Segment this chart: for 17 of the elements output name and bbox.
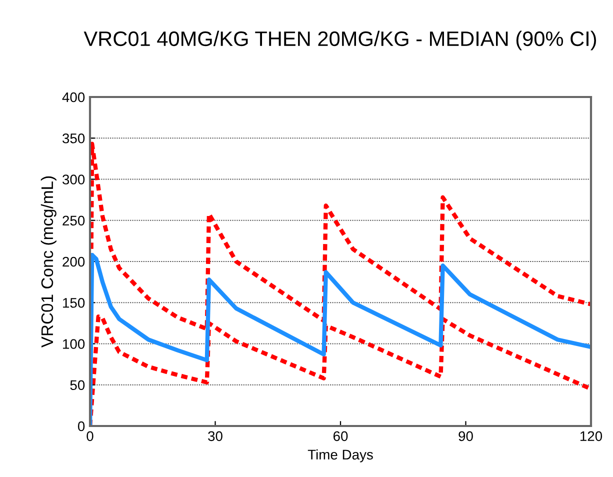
y-tick-label: 100 xyxy=(63,339,85,349)
y-axis-title: VRC01 Conc (mcg/mL) xyxy=(40,176,56,348)
y-tick-label: 350 xyxy=(62,133,85,144)
y-tick-label: 50 xyxy=(70,380,85,390)
x-axis-title: Time Days xyxy=(308,449,373,462)
x-tick-label: 60 xyxy=(333,431,348,442)
x-tick-label: 30 xyxy=(208,431,222,442)
y-tick-label: 0 xyxy=(78,421,85,432)
x-tick-label: 120 xyxy=(580,431,602,442)
y-tick-label: 400 xyxy=(62,92,85,102)
y-tick-label: 200 xyxy=(62,256,85,267)
y-tick-label: 300 xyxy=(62,174,85,184)
y-tick-label: 150 xyxy=(63,298,85,308)
chart-title: VRC01 40MG/KG THEN 20MG/KG - MEDIAN (90% CI) xyxy=(84,30,596,50)
y-tick-label: 250 xyxy=(62,216,85,226)
x-tick-label: 90 xyxy=(458,431,473,442)
x-tick-label: 0 xyxy=(86,431,94,442)
